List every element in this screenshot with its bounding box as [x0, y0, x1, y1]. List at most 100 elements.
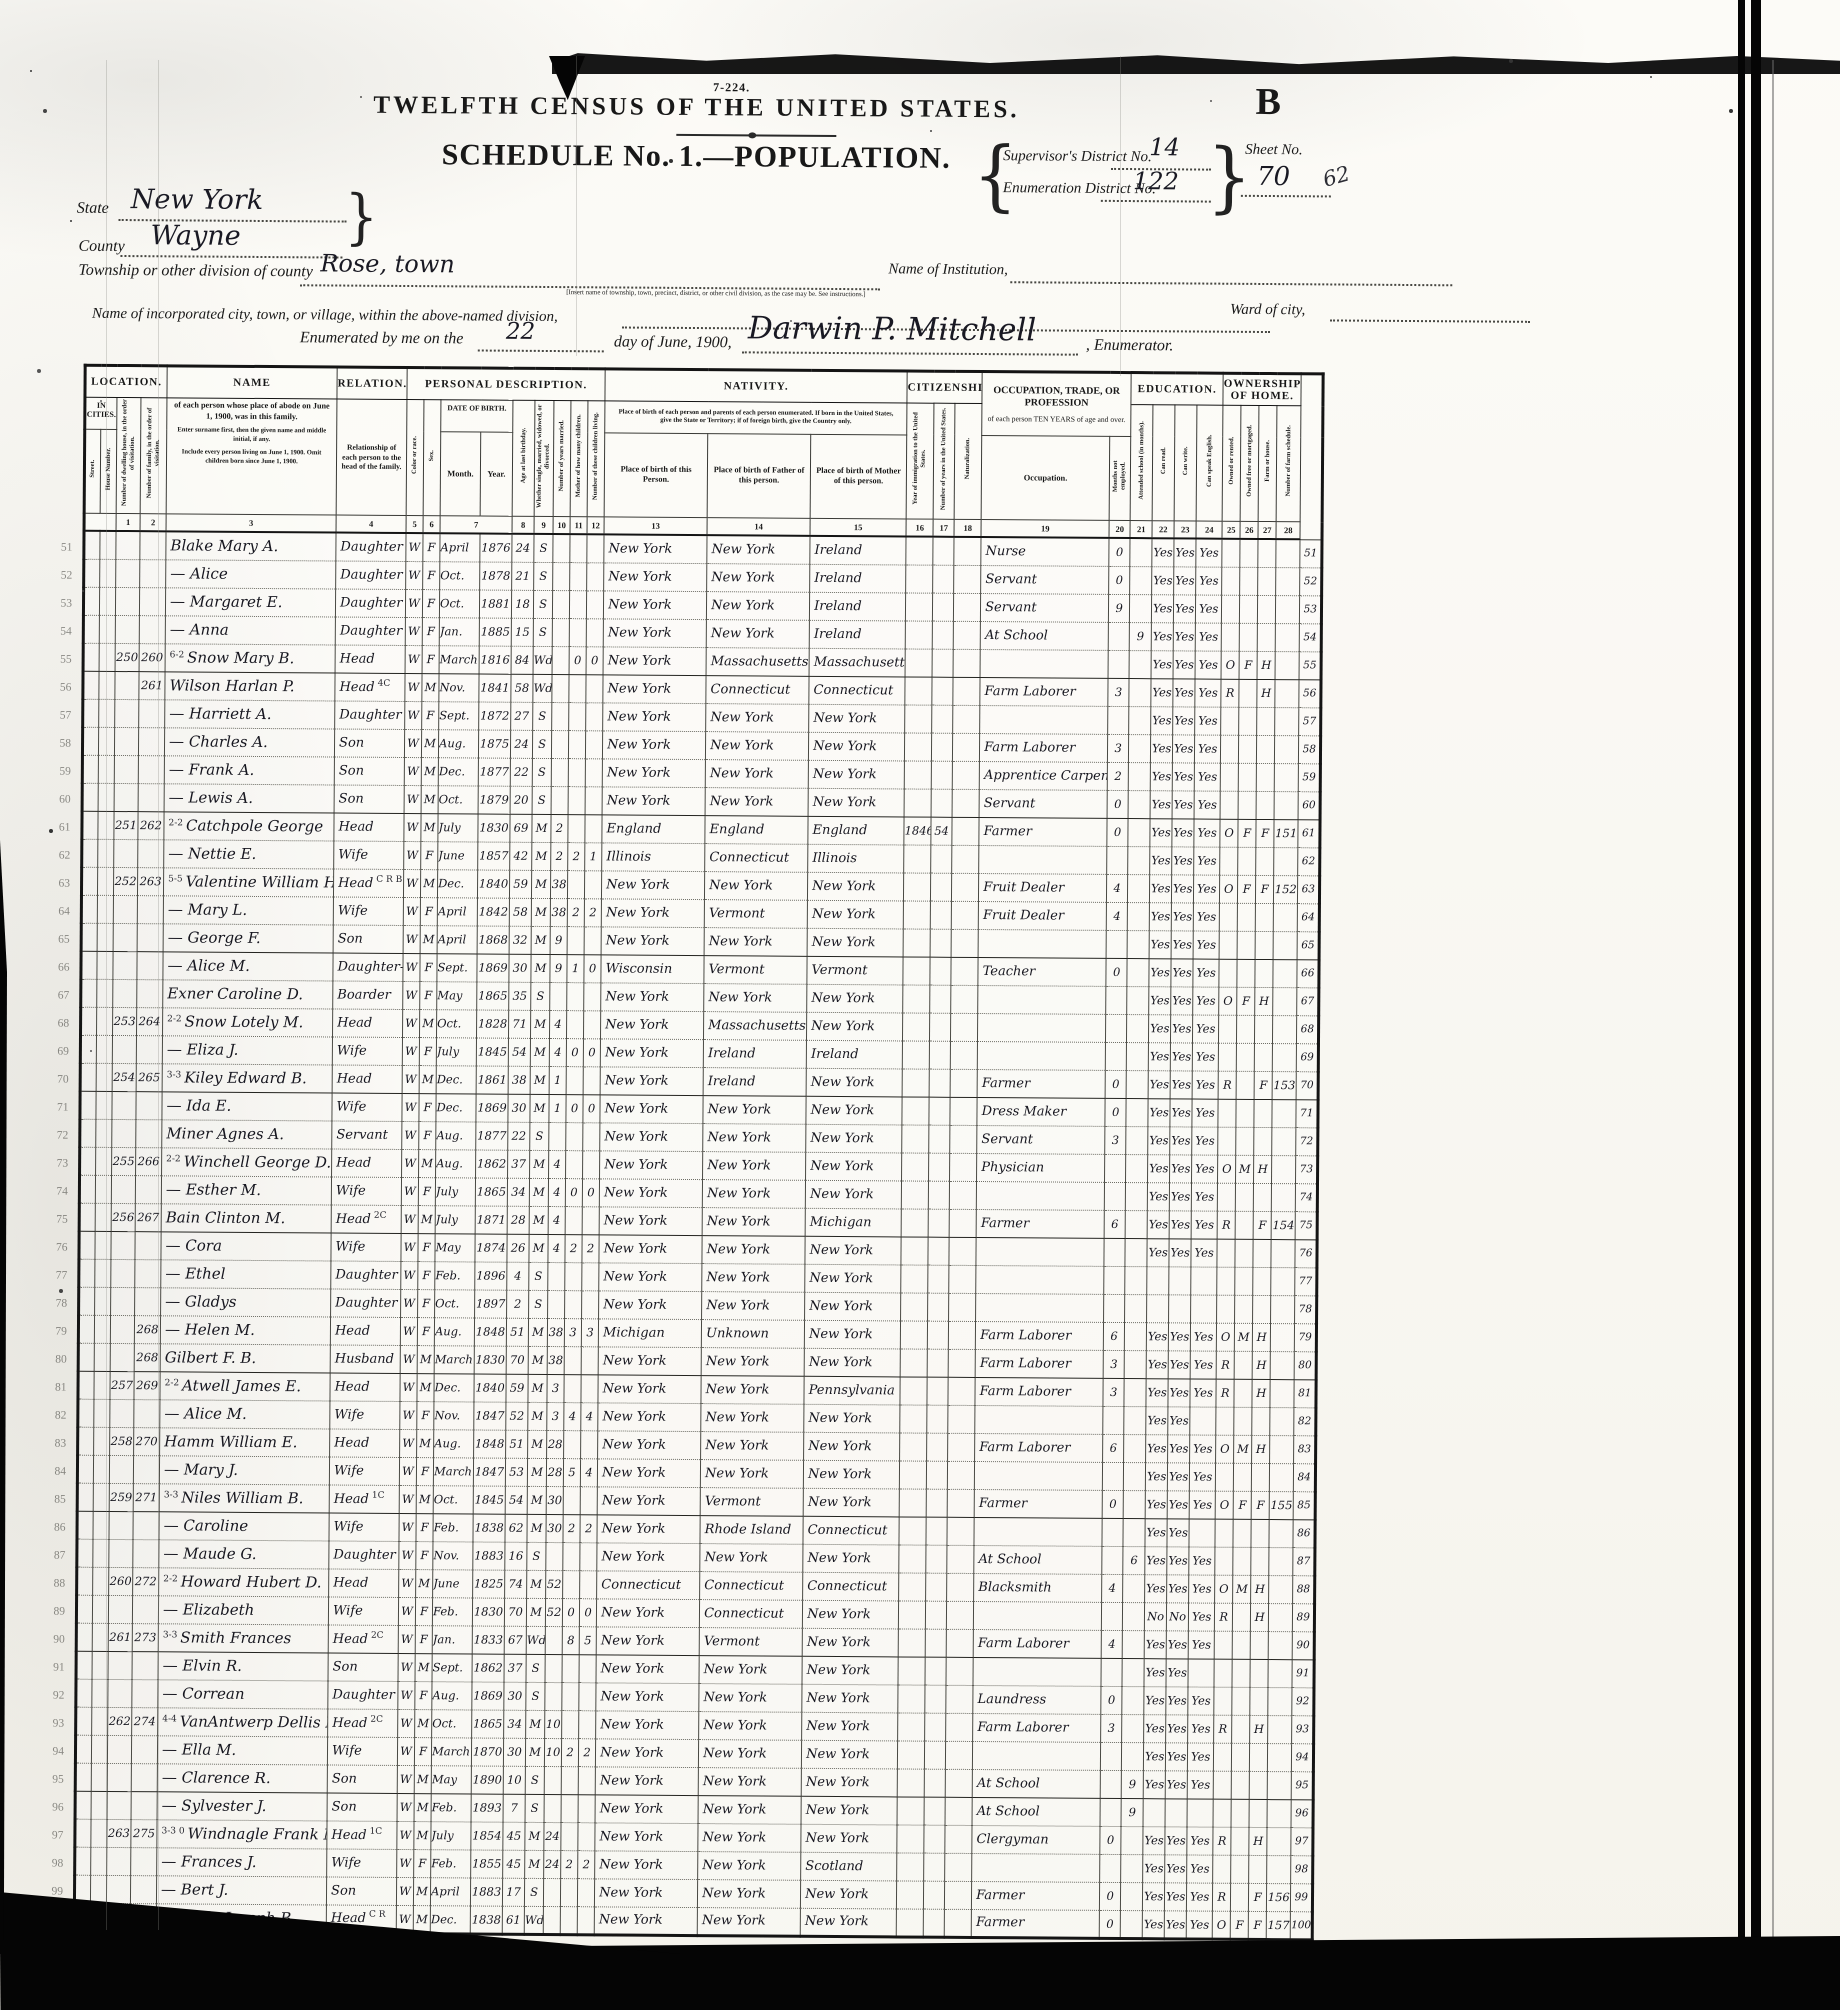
nativity-note: Place of birth of each person and parent…: [604, 400, 908, 435]
cell-year: 1870: [471, 1737, 504, 1766]
cell-color: W: [403, 868, 421, 898]
cell-wr: Yes: [1167, 1462, 1190, 1491]
left-line-number: 51: [60, 541, 73, 554]
cell-dw: [110, 1314, 135, 1344]
cell-own: [1216, 1266, 1236, 1295]
line-number: 57: [1298, 707, 1322, 736]
cell-street: [83, 586, 100, 615]
cell-pm: New York: [802, 1655, 899, 1685]
cell-mne: [1108, 649, 1130, 679]
cell-pm: New York: [805, 1235, 902, 1265]
cell-ym: [543, 1905, 561, 1935]
cell-own: [1218, 1042, 1237, 1071]
cell-mar: M: [528, 1345, 548, 1375]
cell-en: Yes: [1186, 1826, 1214, 1855]
cell-mo: [563, 1430, 581, 1459]
cell-dw: [113, 838, 138, 868]
cell-rel: Wife: [332, 1036, 403, 1065]
cell-mar: S: [524, 1877, 544, 1906]
cell-fs: 153: [1272, 1071, 1297, 1100]
col-owned-free-mortgaged: Owned free or mortgaged.: [1240, 405, 1260, 522]
cell-mar: S: [525, 1765, 545, 1794]
cell-pf: New York: [697, 1823, 802, 1852]
cell-nat: [949, 1236, 977, 1265]
cell-fam: [133, 1399, 160, 1428]
enumerator-mark: 4C: [377, 678, 391, 689]
cell-li: [583, 1010, 601, 1039]
cell-dw: [106, 1874, 131, 1904]
left-line-number: 74: [56, 1185, 68, 1198]
cell-age: 70: [504, 1597, 527, 1626]
column-number: 4: [336, 515, 407, 534]
cell-color: W: [402, 1064, 420, 1094]
person-name: — Sylvester J.: [161, 1796, 267, 1816]
cell-rd: Yes: [1149, 902, 1172, 931]
cell-fam: [132, 1539, 160, 1568]
cell-month: Aug.: [434, 1317, 475, 1346]
cell-fam: [137, 923, 164, 952]
cell-ym: [543, 1877, 561, 1907]
cell-age: 26: [506, 1233, 530, 1262]
cell-street: [82, 698, 99, 727]
cell-yus: [926, 1404, 949, 1433]
scan-speckles: [30, 70, 32, 72]
cell-dw: [112, 950, 138, 980]
enumerator-mark: 1C: [369, 1826, 383, 1837]
cell-yus: [924, 1796, 946, 1825]
enumerator-mark: 3-3: [162, 1630, 178, 1641]
cell-en: Yes: [1194, 734, 1221, 763]
cell-mo: 2: [567, 898, 585, 927]
cell-pf: New York: [705, 759, 809, 788]
cell-sex: F: [418, 1177, 436, 1206]
cell-fm: [1237, 958, 1256, 987]
cell-mar: M: [530, 953, 551, 983]
cell-rel: Son: [334, 728, 405, 757]
scan-artifact-right-bar: [1751, 0, 1761, 1948]
cell-sch: [1128, 790, 1151, 819]
cell-yus: [923, 1824, 946, 1853]
cell-pf: New York: [698, 1739, 802, 1768]
cell-fm: [1236, 1098, 1255, 1127]
cell-rd: Yes: [1144, 1574, 1167, 1603]
cell-pf: New York: [699, 1543, 804, 1572]
cell-rd: Yes: [1147, 1126, 1171, 1155]
cell-year: 1842: [477, 897, 510, 926]
cell-fm: [1239, 622, 1258, 651]
cell-own: R: [1217, 1210, 1236, 1239]
cell-wr: Yes: [1165, 1686, 1189, 1715]
column-number: 22: [1152, 520, 1175, 539]
column-number-blank: [84, 513, 117, 531]
cell-occ: [978, 929, 1107, 958]
cell-occ: [974, 1460, 1103, 1490]
cell-nat: [944, 1852, 972, 1881]
cell-nat: [946, 1656, 974, 1685]
cell-own: [1219, 902, 1238, 931]
cell-mar: S: [528, 1261, 548, 1291]
line-number: 69: [1296, 1043, 1319, 1072]
cell-color: W: [397, 1708, 415, 1738]
cell-imm: [901, 1152, 929, 1181]
cell-mo: [567, 814, 586, 843]
cell-rd: Yes: [1142, 1854, 1165, 1883]
cell-li: [582, 1150, 600, 1179]
cell-rd: Yes: [1143, 1770, 1166, 1799]
cell-year: 1878: [479, 561, 512, 590]
relation-value: Daughter: [340, 539, 403, 555]
cell-year: 1865: [471, 1709, 504, 1738]
cell-imm: [901, 1180, 929, 1209]
cell-month: Nov.: [438, 673, 480, 702]
cell-imm: [900, 1376, 928, 1405]
left-line-number: 63: [58, 877, 71, 890]
cell-mo: [565, 1150, 583, 1179]
relation-value: Son: [338, 763, 365, 779]
cell-mne: [1100, 1769, 1122, 1799]
cell-sch: [1129, 650, 1152, 679]
cell-year: 1816: [479, 645, 512, 674]
cell-year: 1830: [474, 1345, 507, 1374]
cell-nat: [953, 648, 981, 678]
cell-mo: [561, 1794, 579, 1823]
cell-dw: [109, 1398, 134, 1428]
left-line-number: 76: [55, 1241, 68, 1254]
cell-fam: [138, 755, 165, 784]
cell-rd: Yes: [1150, 790, 1173, 819]
